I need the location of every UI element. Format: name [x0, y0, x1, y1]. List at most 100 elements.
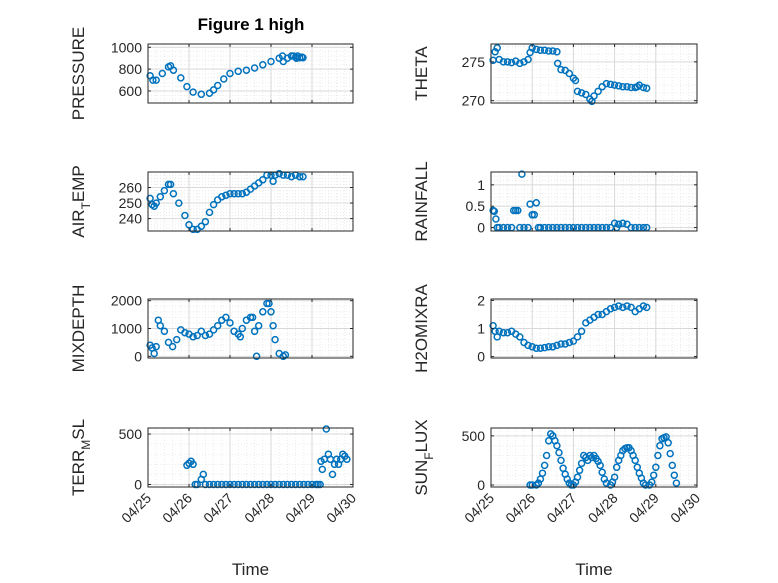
- data-point: [666, 449, 674, 458]
- y-tick-label: 275: [462, 54, 486, 70]
- data-point: [557, 340, 565, 348]
- y-tick-label: 260: [119, 180, 143, 196]
- data-point: [265, 299, 273, 308]
- data-point: [652, 463, 660, 472]
- y-tick-label: 1000: [111, 321, 142, 337]
- data-point: [557, 456, 565, 465]
- data-point: [269, 321, 277, 330]
- data-point: [544, 47, 553, 55]
- data-point: [209, 86, 218, 94]
- data-point: [573, 87, 582, 96]
- data-point: [647, 478, 656, 486]
- y-tick-label: 0: [477, 220, 485, 236]
- data-point: [614, 220, 623, 228]
- y-axis-label: AIRTEMP: [69, 165, 93, 238]
- data-point: [492, 215, 500, 223]
- data-point: [250, 64, 259, 72]
- data-point: [156, 193, 165, 201]
- y-tick-label: 500: [462, 428, 486, 444]
- data-point: [328, 470, 337, 479]
- data-point: [610, 81, 619, 89]
- data-point: [322, 425, 331, 433]
- data-point: [573, 333, 582, 341]
- data-point: [619, 219, 627, 228]
- data-point: [259, 61, 267, 69]
- y-axis-label: THETA: [412, 46, 431, 101]
- data-point: [152, 342, 160, 351]
- data-point: [524, 55, 532, 64]
- data-point: [503, 58, 512, 66]
- data-point: [201, 331, 210, 340]
- data-point: [590, 92, 598, 100]
- data-point: [197, 222, 206, 231]
- data-point: [146, 194, 154, 203]
- data-point: [343, 455, 351, 464]
- y-tick-label: 800: [119, 61, 143, 77]
- data-point: [602, 79, 611, 88]
- data-point: [160, 186, 169, 195]
- data-point: [175, 199, 183, 207]
- data-point: [588, 453, 596, 462]
- data-point: [213, 321, 222, 330]
- data-point: [668, 461, 677, 470]
- data-point: [230, 189, 238, 198]
- data-point: [209, 200, 218, 209]
- data-point: [532, 45, 541, 54]
- data-point: [610, 473, 619, 481]
- data-point: [189, 225, 197, 234]
- data-point: [339, 450, 347, 458]
- data-point: [222, 313, 230, 322]
- data-point: [538, 469, 547, 477]
- data-point: [619, 82, 627, 91]
- data-point: [189, 88, 197, 96]
- y-tick-label: 0: [477, 349, 485, 365]
- data-point: [259, 308, 267, 316]
- data-point: [540, 46, 549, 54]
- data-point: [565, 338, 574, 347]
- data-point: [197, 90, 206, 99]
- data-point: [553, 441, 561, 450]
- data-point: [495, 327, 503, 336]
- data-point: [491, 48, 499, 56]
- data-point: [670, 471, 679, 479]
- data-point: [156, 321, 165, 330]
- data-point: [275, 169, 283, 178]
- data-point: [205, 330, 214, 338]
- y-axis-label: H2OMIXRA: [412, 283, 431, 372]
- data-point: [183, 82, 191, 91]
- data-point: [516, 333, 524, 341]
- data-point: [248, 313, 257, 322]
- data-point: [594, 310, 602, 319]
- data-point: [524, 341, 532, 350]
- data-point: [544, 343, 553, 351]
- data-point: [205, 208, 214, 217]
- data-point: [573, 473, 582, 481]
- data-point: [185, 459, 193, 468]
- y-tick-label: 270: [462, 93, 486, 109]
- data-point: [299, 53, 307, 62]
- data-point: [549, 47, 557, 55]
- data-point: [623, 302, 631, 310]
- data-point: [226, 189, 234, 198]
- figure-title: Figure 1 high: [198, 15, 305, 34]
- data-point: [553, 48, 561, 56]
- data-point: [287, 172, 296, 181]
- axes-box: [147, 427, 354, 488]
- y-tick-label: 2000: [111, 293, 142, 309]
- data-point: [656, 441, 664, 450]
- data-point: [664, 439, 672, 447]
- data-point: [234, 189, 242, 198]
- data-point: [193, 331, 201, 340]
- data-point: [516, 59, 524, 68]
- data-point: [213, 81, 222, 90]
- y-axis-label: SUNFLUX: [412, 419, 436, 495]
- y-tick-label: 600: [119, 83, 143, 99]
- data-point: [642, 303, 651, 312]
- data-point: [600, 475, 609, 483]
- data-point: [514, 206, 522, 215]
- data-point: [267, 308, 275, 316]
- data-point: [577, 327, 586, 336]
